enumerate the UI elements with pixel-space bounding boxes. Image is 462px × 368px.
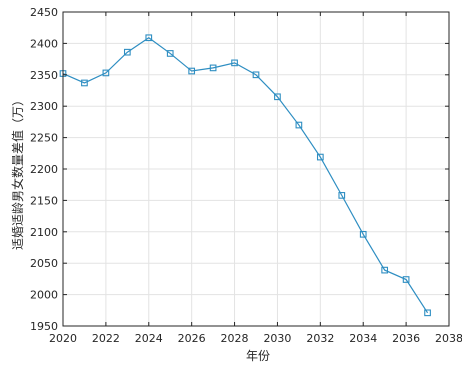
y-tick-label: 2400 — [30, 37, 58, 50]
y-tick-label: 2100 — [30, 226, 58, 239]
data-point-marker — [209, 64, 217, 72]
data-point-marker — [316, 153, 324, 161]
data-point-marker — [295, 121, 303, 129]
data-point-marker — [359, 230, 367, 238]
data-point-marker — [424, 309, 431, 317]
y-tick-label: 2200 — [30, 163, 58, 176]
x-tick-label: 2032 — [306, 332, 334, 345]
data-point-marker — [274, 93, 281, 101]
data-point-marker — [188, 67, 196, 75]
x-tick-label: 2024 — [135, 332, 163, 345]
x-axis-title: 年份 — [246, 349, 270, 363]
x-tick-labels: 2020 2022 2024 2026 2028 2030 2032 2034 2036 2038 — [49, 332, 462, 345]
y-axis-title: 适婚适龄男女数量差值（万） — [10, 94, 25, 250]
data-point-marker — [338, 192, 346, 199]
x-tick-label: 2038 — [435, 332, 462, 345]
data-point-marker — [102, 69, 110, 77]
x-tick-label: 2020 — [49, 332, 77, 345]
y-tick-labels: 1950 2000 2050 2100 2150 2200 2250 2300 2350 2400… — [30, 6, 58, 333]
x-tick-label: 2036 — [392, 332, 420, 345]
x-tick-label: 2026 — [178, 332, 206, 345]
y-tick-label: 1950 — [30, 320, 58, 333]
y-tick-label: 2450 — [30, 6, 58, 19]
y-tick-label: 2050 — [30, 257, 58, 270]
x-tick-label: 2022 — [92, 332, 120, 345]
y-tick-label: 2000 — [30, 289, 58, 302]
data-point-marker — [381, 266, 389, 274]
series-line — [62, 37, 429, 314]
data-point-marker — [166, 50, 174, 57]
data-point-marker — [402, 276, 410, 283]
x-tick-label: 2028 — [221, 332, 249, 345]
y-tick-label: 2300 — [30, 100, 58, 113]
tick-marks — [62, 11, 450, 327]
data-point-marker — [81, 79, 88, 87]
data-point-marker — [231, 59, 238, 67]
data-point-marker — [145, 34, 153, 42]
y-tick-label: 2150 — [30, 194, 58, 207]
data-point-marker — [123, 48, 131, 56]
data-point-marker — [252, 71, 260, 79]
y-tick-label: 2350 — [30, 69, 58, 82]
x-tick-label: 2030 — [263, 332, 291, 345]
x-tick-label: 2034 — [349, 332, 377, 345]
y-tick-label: 2250 — [30, 132, 58, 145]
